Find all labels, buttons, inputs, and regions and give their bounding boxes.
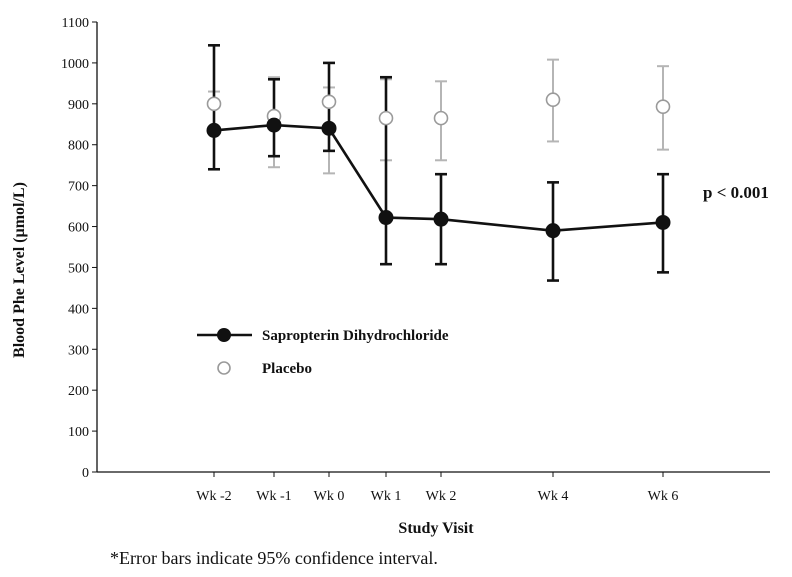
y-tick-label: 500: [68, 261, 89, 276]
chart: 0 100 200 300 400 500 600 700 800 900 1000 1100 Wk -…: [11, 16, 770, 537]
x-tick-label: Wk 0: [314, 489, 345, 504]
sapropterin-point: [655, 214, 671, 230]
x-tick-label: Wk 2: [426, 489, 457, 504]
sapropterin-point: [321, 120, 337, 136]
sapropterin-point: [433, 211, 449, 227]
x-tick-label: Wk 6: [648, 489, 679, 504]
y-tick-label: 800: [68, 139, 89, 154]
sapropterin-point: [545, 223, 561, 239]
placebo-point: [321, 94, 337, 110]
ticks: 0 100 200 300 400 500 600 700 800 900 1000 1100 Wk -…: [61, 16, 678, 504]
placebo-point: [378, 110, 394, 126]
y-axis-title: Blood Phe Level (µmol/L): [11, 182, 28, 358]
footnote: *Error bars indicate 95% confidence inte…: [110, 548, 438, 568]
x-tick-label: Wk 4: [538, 489, 569, 504]
y-tick-label: 700: [68, 180, 89, 195]
placebo-point: [206, 96, 222, 112]
placebo-point: [655, 99, 671, 114]
sapropterin-point: [378, 210, 394, 226]
y-tick-label: 0: [82, 466, 89, 481]
legend-placebo-marker: [217, 361, 231, 375]
x-tick-label: Wk -2: [196, 489, 231, 504]
x-tick-label: Wk -1: [256, 489, 291, 504]
legend-sapropterin-marker: [217, 328, 231, 342]
series-markers: [206, 92, 671, 239]
legend: Sapropterin Dihydrochloride Placebo: [197, 328, 449, 377]
placebo-point: [545, 92, 561, 108]
sapropterin-point: [266, 117, 282, 133]
x-tick-label: Wk 1: [371, 489, 402, 504]
legend-sapropterin-label: Sapropterin Dihydrochloride: [262, 328, 449, 344]
p-value-annotation: p < 0.001: [703, 183, 769, 202]
y-tick-label: 400: [68, 302, 89, 317]
y-tick-label: 300: [68, 343, 89, 358]
sapropterin-point: [206, 122, 222, 138]
y-tick-label: 1100: [62, 16, 89, 31]
y-tick-label: 600: [68, 221, 89, 236]
y-tick-label: 200: [68, 384, 89, 399]
placebo-point: [433, 110, 449, 126]
legend-placebo-label: Placebo: [262, 361, 312, 377]
axes: [96, 22, 770, 473]
y-tick-label: 100: [68, 425, 89, 440]
y-tick-label: 900: [68, 98, 89, 113]
x-axis-title: Study Visit: [398, 520, 474, 537]
y-tick-label: 1000: [61, 57, 89, 72]
